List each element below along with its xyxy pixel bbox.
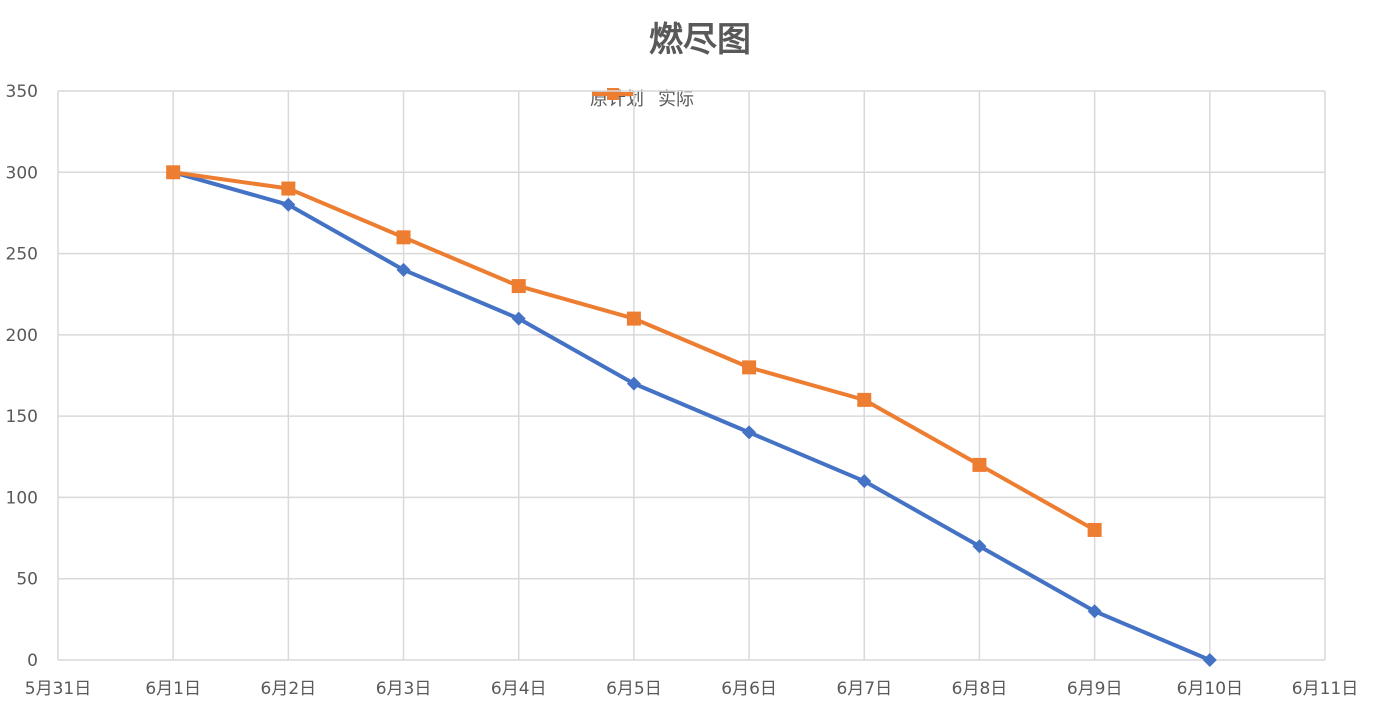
data-point-plan (742, 425, 757, 440)
data-point-actual (166, 165, 181, 180)
data-point-plan (396, 262, 411, 277)
x-tick-label: 6月9日 (1067, 679, 1123, 699)
data-point-plan (626, 376, 641, 391)
data-point-actual (511, 279, 526, 294)
x-tick-label: 6月8日 (952, 679, 1008, 699)
chart-title: 燃尽图 (649, 20, 751, 60)
x-tick-label: 6月11日 (1292, 679, 1358, 699)
y-tick-label: 300 (6, 163, 38, 183)
x-tick-label: 6月6日 (721, 679, 777, 699)
y-tick-label: 250 (6, 245, 38, 265)
x-tick-label: 5月31日 (25, 679, 91, 699)
data-point-actual (857, 392, 872, 407)
data-point-actual (626, 311, 641, 326)
data-point-plan (1087, 604, 1102, 619)
series-line-0 (172, 170, 1211, 662)
y-tick-label: 200 (6, 326, 38, 346)
data-point-plan (972, 539, 987, 554)
legend-label-actual: 实际 (658, 89, 694, 110)
data-point-plan (1202, 653, 1217, 667)
data-point-actual (396, 230, 411, 245)
data-point-actual (281, 181, 296, 196)
y-tick-label: 50 (16, 570, 38, 590)
x-tick-label: 6月2日 (261, 679, 317, 699)
x-tick-label: 6月5日 (606, 679, 662, 699)
x-tick-label: 6月7日 (836, 679, 892, 699)
x-tick-label: 6月1日 (145, 679, 201, 699)
y-tick-label: 150 (6, 407, 38, 427)
y-tick-label: 350 (6, 82, 38, 102)
y-tick-label: 0 (27, 651, 38, 671)
x-tick-label: 6月4日 (491, 679, 547, 699)
data-point-plan (511, 311, 526, 326)
data-point-actual (972, 457, 987, 472)
data-point-plan (281, 197, 296, 212)
y-tick-label: 100 (6, 488, 38, 508)
x-tick-label: 6月10日 (1177, 679, 1243, 699)
data-point-actual (742, 360, 757, 375)
x-tick-label: 6月3日 (376, 679, 432, 699)
data-point-plan (857, 474, 872, 489)
data-point-actual (1087, 522, 1102, 537)
